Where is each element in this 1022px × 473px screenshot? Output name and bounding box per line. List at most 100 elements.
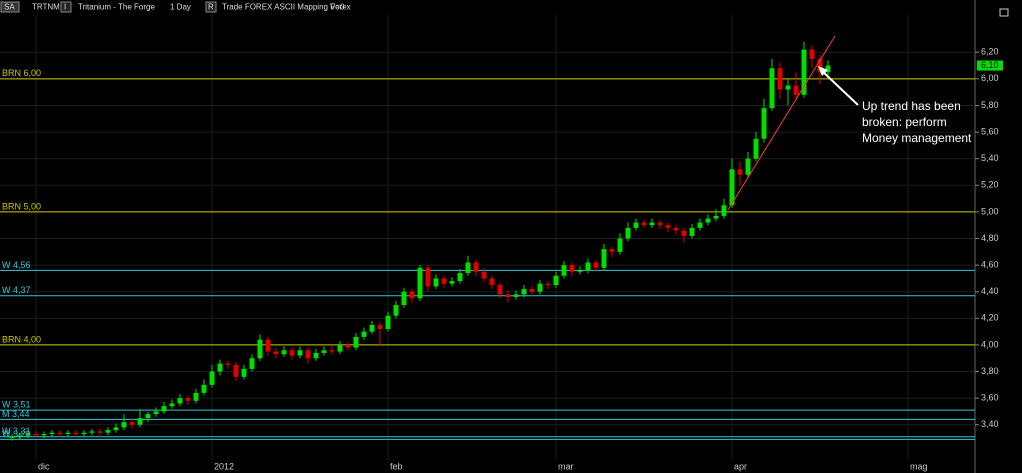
candle-body bbox=[633, 222, 639, 228]
candle-body bbox=[593, 262, 599, 268]
candle-body bbox=[449, 281, 455, 284]
y-tick-label: 6,00 bbox=[981, 73, 999, 83]
symbol-box[interactable] bbox=[0, 1, 20, 13]
candle-body bbox=[425, 267, 431, 287]
candle-body bbox=[201, 384, 207, 393]
box-label: R bbox=[208, 3, 214, 12]
candle-body bbox=[9, 436, 15, 439]
candle-body bbox=[241, 368, 247, 377]
candle-body bbox=[705, 218, 711, 223]
y-tick-label: 4,60 bbox=[981, 259, 999, 269]
y-tick-label: 3,60 bbox=[981, 393, 999, 403]
candle-body bbox=[505, 294, 511, 298]
candle-body bbox=[233, 364, 239, 377]
x-tick-label: apr bbox=[734, 461, 747, 471]
trend-line bbox=[727, 35, 836, 211]
candle-body bbox=[129, 422, 135, 425]
candle-body bbox=[73, 432, 79, 435]
candle-body bbox=[561, 265, 567, 276]
candle-body bbox=[497, 285, 503, 295]
box-label: I bbox=[64, 3, 66, 12]
candle-body bbox=[25, 434, 31, 436]
candle-body bbox=[185, 398, 191, 401]
candle-body bbox=[209, 371, 215, 385]
candle-body bbox=[33, 434, 39, 436]
window-button[interactable] bbox=[999, 8, 1009, 17]
candle-body bbox=[97, 431, 103, 433]
arrow-head bbox=[818, 66, 828, 76]
candle-body bbox=[793, 85, 799, 95]
candle-body bbox=[761, 108, 767, 139]
candle-body bbox=[193, 392, 199, 401]
candle-body bbox=[489, 278, 495, 286]
instrument-name: Tritanium - The Forge bbox=[78, 3, 155, 12]
level-label: BRN 6,00 bbox=[2, 68, 41, 78]
candle-body bbox=[113, 427, 119, 431]
candle-body bbox=[393, 305, 399, 316]
candle-body bbox=[217, 363, 223, 372]
level-label: M 3,44 bbox=[2, 409, 30, 419]
level-label: W 4,37 bbox=[2, 285, 31, 295]
interval-box[interactable] bbox=[60, 1, 72, 13]
candle-body bbox=[625, 227, 631, 239]
candle-body bbox=[473, 262, 479, 272]
box-label: SA bbox=[4, 3, 15, 12]
y-tick-label: 5,20 bbox=[981, 180, 999, 190]
x-tick-label: mag bbox=[910, 461, 928, 471]
candle-body bbox=[713, 215, 719, 219]
candle-body bbox=[657, 222, 663, 226]
candle-body bbox=[305, 350, 311, 359]
candle-body bbox=[601, 249, 607, 268]
candle-body bbox=[377, 324, 383, 329]
candle-body bbox=[521, 289, 527, 295]
candle-body bbox=[481, 271, 487, 279]
candle-body bbox=[105, 430, 111, 433]
candle-body bbox=[409, 291, 415, 299]
candle-body bbox=[753, 138, 759, 159]
candle-body bbox=[49, 432, 55, 435]
candle-body bbox=[537, 283, 543, 292]
annotation-box: Up trend has been broken: perform Money … bbox=[862, 99, 971, 145]
candle-body bbox=[721, 205, 727, 216]
candle-body bbox=[321, 350, 327, 353]
candle-body bbox=[689, 227, 695, 236]
candle-body bbox=[145, 414, 151, 419]
candle-body bbox=[465, 262, 471, 274]
candle-body bbox=[729, 169, 735, 206]
candle-body bbox=[281, 350, 287, 355]
candle-body bbox=[769, 68, 775, 109]
last-price-box bbox=[977, 60, 1003, 71]
level-label: W 3,51 bbox=[2, 399, 31, 409]
candle-body bbox=[257, 339, 263, 359]
level-label: BRN 4,00 bbox=[2, 334, 41, 344]
level-label: W 3,31 bbox=[2, 426, 31, 436]
candle-body bbox=[777, 68, 783, 90]
candle-body bbox=[225, 363, 231, 365]
interval: 1 Day bbox=[170, 3, 191, 12]
header: SA TRTNM I Tritanium - The Forge 1 Day R… bbox=[0, 1, 1009, 17]
mode-box[interactable] bbox=[205, 1, 217, 13]
candle-body bbox=[825, 65, 831, 73]
candle-body bbox=[169, 403, 175, 407]
volume: V=0 bbox=[330, 3, 345, 12]
candle-body bbox=[385, 315, 391, 329]
candle-body bbox=[809, 49, 815, 59]
y-tick-label: 3,40 bbox=[981, 419, 999, 429]
x-tick-label: dic bbox=[38, 461, 50, 471]
y-tick-label: 3,80 bbox=[981, 366, 999, 376]
candle-body bbox=[745, 158, 751, 175]
candle-body bbox=[545, 283, 551, 286]
candle-body bbox=[673, 227, 679, 231]
candle-body bbox=[41, 434, 47, 436]
candle-body bbox=[641, 222, 647, 226]
candle-body bbox=[89, 431, 95, 433]
candle-body bbox=[433, 278, 439, 287]
candle-body bbox=[81, 432, 87, 435]
info: Trade FOREX ASCII Mapping Forex bbox=[222, 3, 351, 12]
candle-body bbox=[457, 273, 463, 282]
candle-body bbox=[337, 344, 343, 352]
candle-body bbox=[121, 422, 127, 428]
plot: 3,40 3,60 3,80 4,00 4,20 4,40 4,60 4,80 5,00 5,20… bbox=[0, 15, 999, 471]
